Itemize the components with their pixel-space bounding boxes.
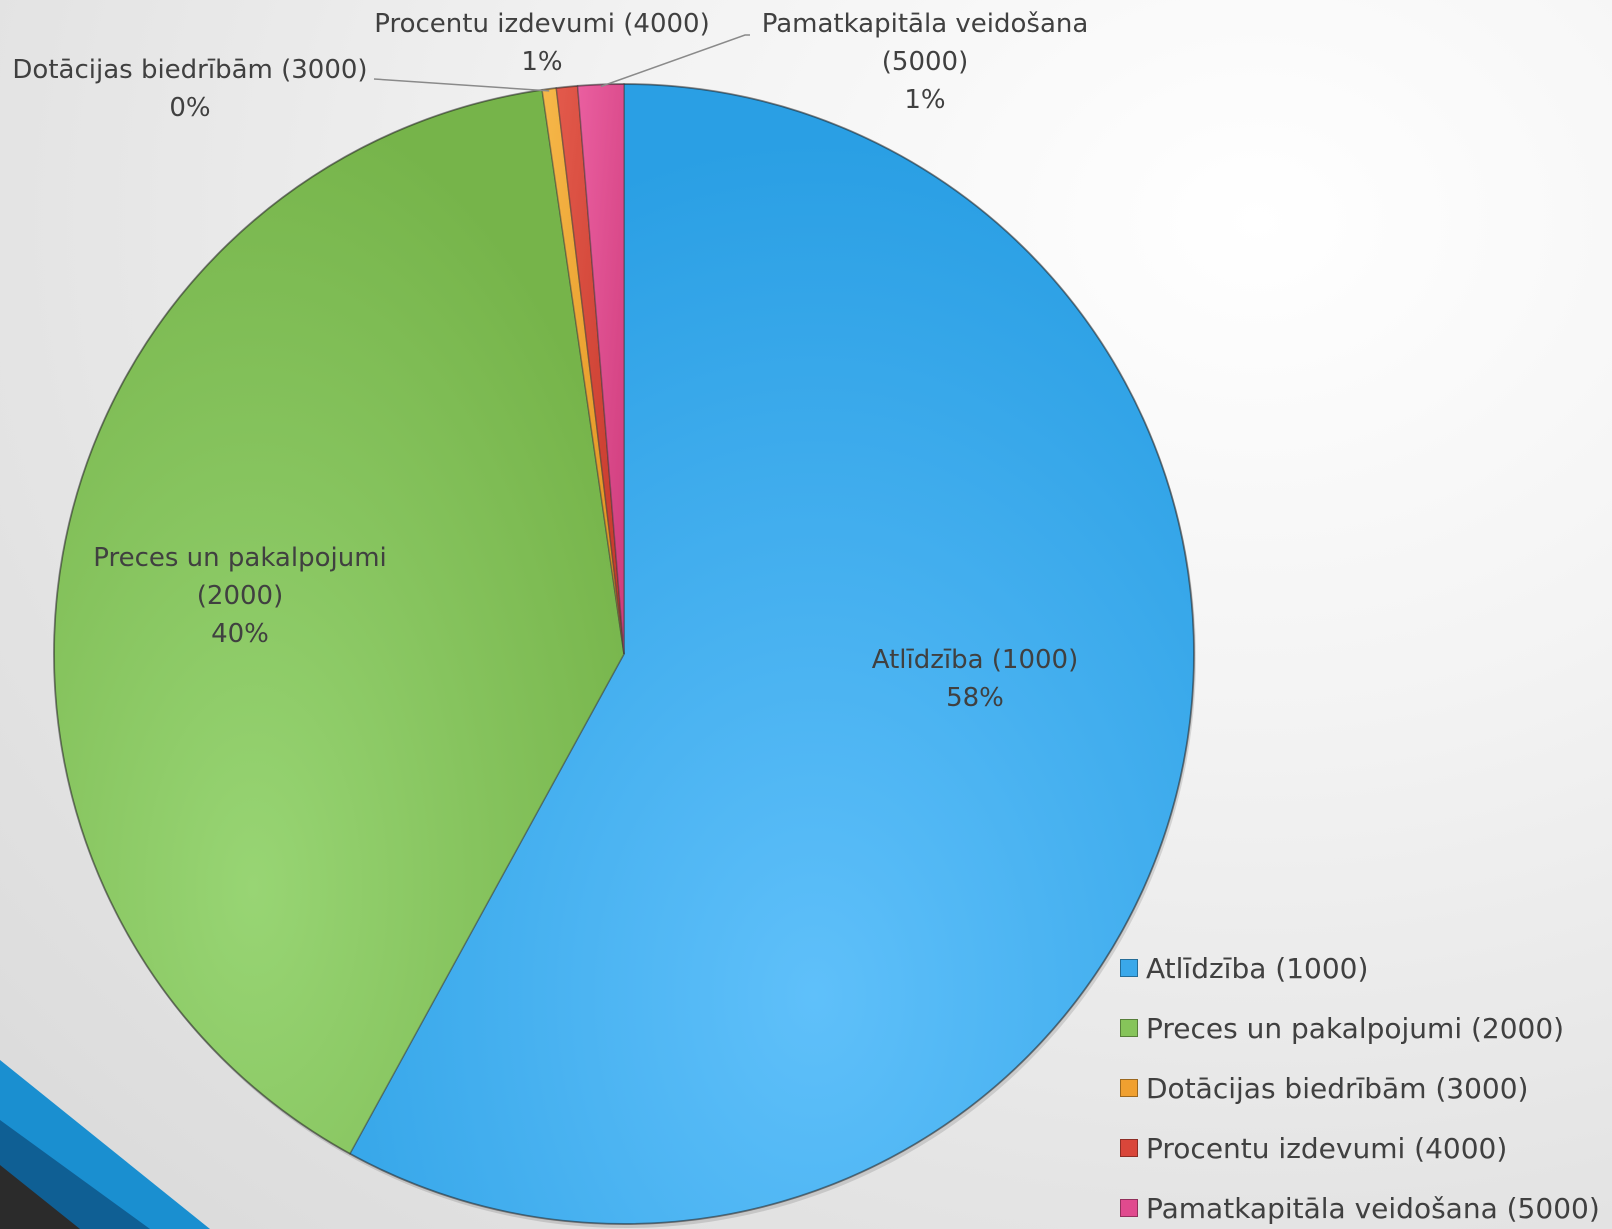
legend-swatch <box>1120 1199 1138 1217</box>
legend-label: Procentu izdevumi (4000) <box>1146 1131 1508 1165</box>
leader-line-dotacijas <box>373 78 550 92</box>
pie-outline <box>53 83 1195 1225</box>
label-atlidziba-line: 58% <box>946 683 1004 713</box>
legend-item-preces: Preces un pakalpojumi (2000) <box>1120 1008 1564 1048</box>
corner-decoration <box>0 1060 210 1229</box>
legend-label: Pamatkapitāla veidošana (5000) <box>1146 1191 1600 1225</box>
legend-item-procentu: Procentu izdevumi (4000) <box>1120 1128 1507 1168</box>
legend-label: Dotācijas biedrībām (3000) <box>1146 1071 1529 1105</box>
legend: Atlīdzība (1000) Preces un pakalpojumi (2… <box>1120 948 1600 1228</box>
legend-item-pamatkapitals: Pamatkapitāla veidošana (5000) <box>1120 1188 1600 1228</box>
label-procentu-line: Procentu izdevumi (4000) <box>374 9 709 39</box>
legend-label: Preces un pakalpojumi (2000) <box>1146 1011 1565 1045</box>
label-dotacijas: Dotācijas biedrībām (3000) 0% <box>12 55 367 123</box>
label-preces-line: (2000) <box>197 581 283 611</box>
legend-swatch <box>1120 1079 1138 1097</box>
label-preces-line: 40% <box>211 619 269 649</box>
slice-procentu <box>555 85 625 655</box>
legend-swatch <box>1120 1019 1138 1037</box>
legend-item-dotacijas: Dotācijas biedrībām (3000) <box>1120 1068 1528 1108</box>
slice-preces <box>53 89 625 1155</box>
label-pamatkapitals-line: 1% <box>904 85 945 115</box>
legend-item-atlidziba: Atlīdzība (1000) <box>1120 948 1368 988</box>
slice-atlidziba <box>348 83 1195 1225</box>
label-preces-line: Preces un pakalpojumi <box>93 543 387 573</box>
label-preces: Preces un pakalpojumi (2000) 40% <box>93 543 387 649</box>
legend-label: Atlīdzība (1000) <box>1146 951 1369 985</box>
label-dotacijas-line: Dotācijas biedrībām (3000) <box>12 55 367 85</box>
label-procentu: Procentu izdevumi (4000) 1% <box>374 9 709 77</box>
legend-swatch <box>1120 959 1138 977</box>
leader-line-pamatkapitals <box>600 34 750 88</box>
label-pamatkapitals-line: Pamatkapitāla veidošana <box>762 9 1089 39</box>
label-procentu-line: 1% <box>521 47 562 77</box>
label-pamatkapitals-line: (5000) <box>882 47 968 77</box>
label-atlidziba: Atlīdzība (1000) 58% <box>872 645 1079 713</box>
legend-swatch <box>1120 1139 1138 1157</box>
label-atlidziba-line: Atlīdzība (1000) <box>872 645 1079 675</box>
label-pamatkapitals: Pamatkapitāla veidošana (5000) 1% <box>762 9 1089 115</box>
data-labels: Atlīdzība (1000) 58% Preces un pakalpojumi… <box>12 9 1088 713</box>
slice-pamatkapitals <box>576 83 625 655</box>
pie-slices <box>53 83 1195 1225</box>
label-dotacijas-line: 0% <box>169 93 210 123</box>
leader-lines <box>373 34 750 92</box>
